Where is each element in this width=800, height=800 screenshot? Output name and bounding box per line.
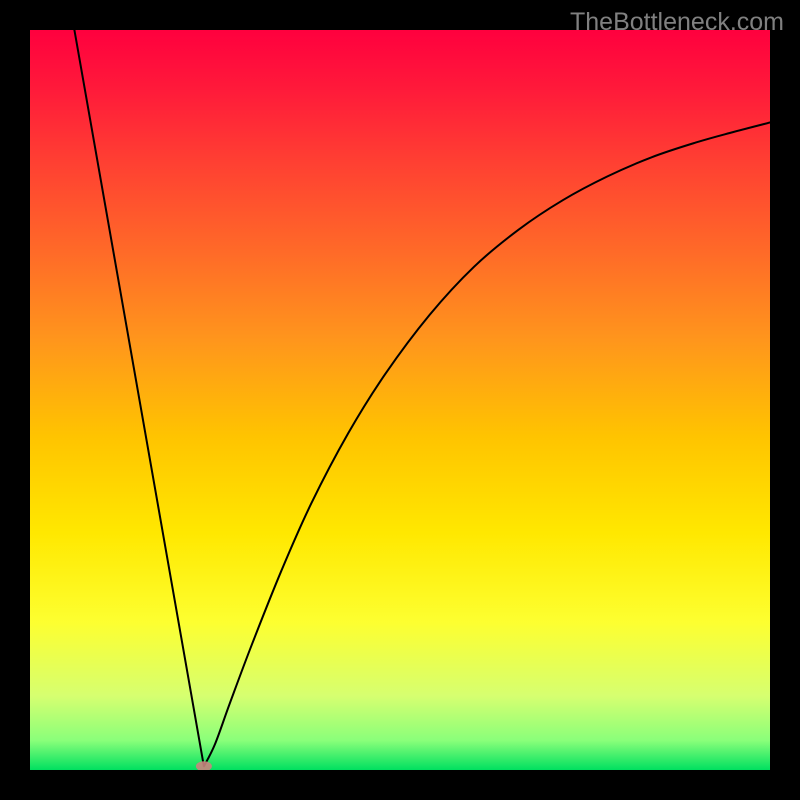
chart-stage: TheBottleneck.com (0, 0, 800, 800)
watermark-text: TheBottleneck.com (570, 8, 784, 37)
plot-svg (30, 30, 770, 770)
gradient-background (30, 30, 770, 770)
